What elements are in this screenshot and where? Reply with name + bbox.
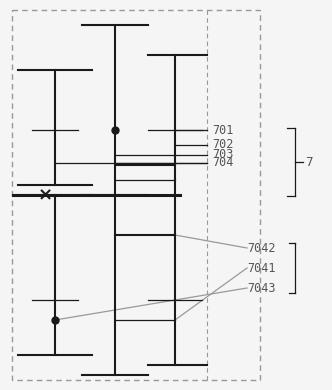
Text: ×: × <box>38 186 52 204</box>
Text: 701: 701 <box>212 124 233 136</box>
Bar <box>12 10 260 380</box>
Text: 7041: 7041 <box>247 262 276 275</box>
Text: 704: 704 <box>212 156 233 170</box>
Text: 702: 702 <box>212 138 233 151</box>
Text: 703: 703 <box>212 149 233 161</box>
Text: 7042: 7042 <box>247 241 276 255</box>
Text: 7043: 7043 <box>247 282 276 294</box>
Text: 7: 7 <box>305 156 312 168</box>
